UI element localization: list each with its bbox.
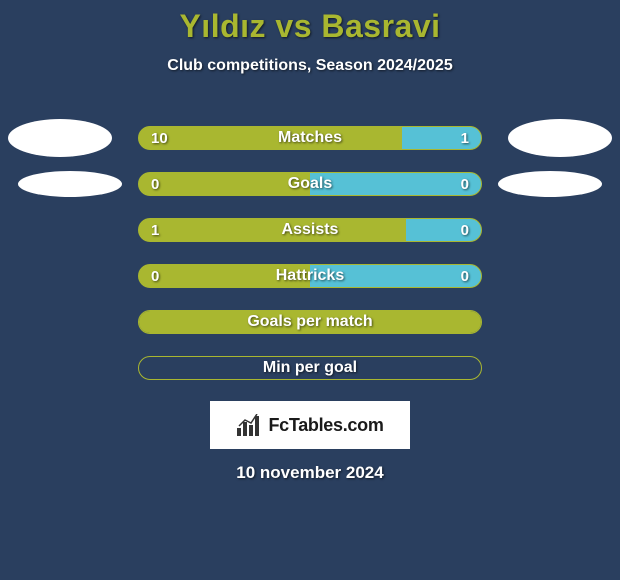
stat-row: Assists10 bbox=[0, 207, 620, 253]
bar-left-fill bbox=[139, 265, 310, 287]
stat-row: Goals00 bbox=[0, 161, 620, 207]
player1-avatar-small bbox=[18, 171, 122, 197]
stat-bar: Matches101 bbox=[138, 126, 482, 150]
player2-avatar bbox=[508, 119, 612, 157]
bar-left-fill bbox=[139, 127, 402, 149]
bar-left-fill bbox=[139, 311, 481, 333]
player2-avatar-small bbox=[498, 171, 602, 197]
stat-row: Min per goal bbox=[0, 345, 620, 391]
stat-bar: Assists10 bbox=[138, 218, 482, 242]
stat-row: Goals per match bbox=[0, 299, 620, 345]
comparison-card: Yıldız vs Basravi Club competitions, Sea… bbox=[0, 0, 620, 483]
bar-left-fill bbox=[139, 219, 406, 241]
bar-left-fill bbox=[139, 173, 310, 195]
subtitle: Club competitions, Season 2024/2025 bbox=[0, 57, 620, 75]
date-label: 10 november 2024 bbox=[0, 463, 620, 483]
stats-list: Matches101 Goals00 Assists10 Hattricks00 Goa… bbox=[0, 115, 620, 391]
bar-right-fill bbox=[310, 265, 481, 287]
page-title: Yıldız vs Basravi bbox=[0, 8, 620, 45]
brand-logo[interactable]: FcTables.com bbox=[210, 401, 410, 449]
bar-right-fill bbox=[402, 127, 481, 149]
barchart-icon bbox=[236, 414, 262, 436]
brand-logo-text: FcTables.com bbox=[268, 415, 383, 436]
stat-row: Hattricks00 bbox=[0, 253, 620, 299]
bar-right-fill bbox=[310, 173, 481, 195]
stat-label: Min per goal bbox=[139, 357, 481, 379]
stat-bar: Hattricks00 bbox=[138, 264, 482, 288]
stat-bar: Min per goal bbox=[138, 356, 482, 380]
player1-avatar bbox=[8, 119, 112, 157]
stat-bar: Goals00 bbox=[138, 172, 482, 196]
stat-bar: Goals per match bbox=[138, 310, 482, 334]
bar-right-fill bbox=[406, 219, 481, 241]
stat-row: Matches101 bbox=[0, 115, 620, 161]
